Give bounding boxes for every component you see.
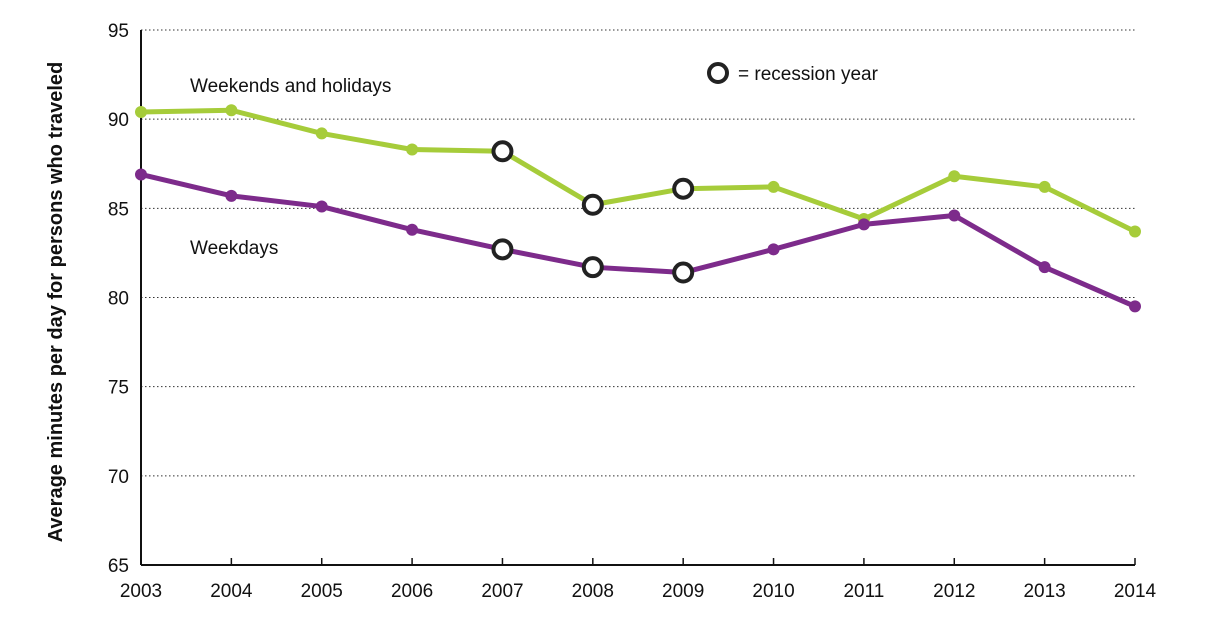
data-point — [135, 106, 147, 119]
y-tick-label: 95 — [108, 21, 129, 42]
x-tick-label: 2010 — [752, 581, 794, 602]
series-line-0 — [138, 107, 1138, 235]
data-point — [135, 168, 147, 181]
open-circle-icon — [707, 62, 729, 84]
data-point — [948, 209, 961, 222]
data-point — [406, 143, 419, 156]
y-tick-labels: 65 70 75 80 85 90 95 — [108, 21, 129, 577]
recession-point-marker — [581, 193, 604, 216]
x-tick-label: 2007 — [481, 581, 523, 602]
x-tick-label: 2014 — [1114, 581, 1157, 602]
data-point — [1129, 225, 1141, 238]
data-point — [225, 104, 238, 117]
y-tick-label: 90 — [108, 110, 129, 131]
x-tick-label: 2004 — [210, 581, 253, 602]
series-lines — [138, 107, 1138, 309]
data-point — [1038, 180, 1051, 193]
data-point — [1038, 261, 1051, 274]
axes — [140, 30, 1135, 566]
x-tick-label: 2011 — [843, 581, 884, 602]
data-point — [767, 243, 780, 256]
x-tick-label: 2005 — [301, 581, 343, 602]
series-label-weekdays: Weekdays — [190, 238, 278, 259]
recession-point-marker — [672, 261, 695, 284]
x-tick-label: 2003 — [120, 581, 162, 602]
x-tick-label: 2006 — [391, 581, 433, 602]
data-point — [767, 180, 780, 193]
data-point — [948, 170, 961, 183]
x-tick-label: 2013 — [1023, 581, 1065, 602]
y-tick-label: 85 — [108, 199, 129, 220]
series-label-weekends: Weekends and holidays — [190, 76, 391, 97]
x-tick-label: 2009 — [662, 581, 704, 602]
y-tick-label: 80 — [108, 289, 129, 310]
legend: = recession year — [707, 62, 879, 85]
x-tick-label: 2008 — [572, 581, 614, 602]
data-point — [857, 218, 870, 231]
data-point — [315, 200, 328, 213]
gridlines — [141, 29, 1135, 477]
recession-point-marker — [581, 256, 604, 279]
recession-point-marker — [491, 140, 514, 163]
data-point — [1129, 300, 1141, 313]
recession-point-marker — [672, 177, 695, 200]
y-tick-label: 65 — [108, 556, 129, 577]
y-axis-label: Average minutes per day for persons who … — [45, 62, 67, 543]
series-line-1 — [138, 171, 1138, 309]
data-point — [406, 223, 419, 236]
recession-point-marker — [491, 238, 514, 261]
series-markers — [135, 104, 1141, 313]
legend-text: = recession year — [738, 64, 879, 85]
data-point — [225, 189, 238, 202]
x-tick-label: 2012 — [933, 581, 975, 602]
x-tick-labels: 2003 2004 2005 2006 2007 2008 2009 2010 2011 2012… — [120, 558, 1157, 602]
data-point — [315, 127, 328, 140]
y-tick-label: 75 — [108, 378, 129, 399]
y-tick-label: 70 — [108, 467, 129, 488]
